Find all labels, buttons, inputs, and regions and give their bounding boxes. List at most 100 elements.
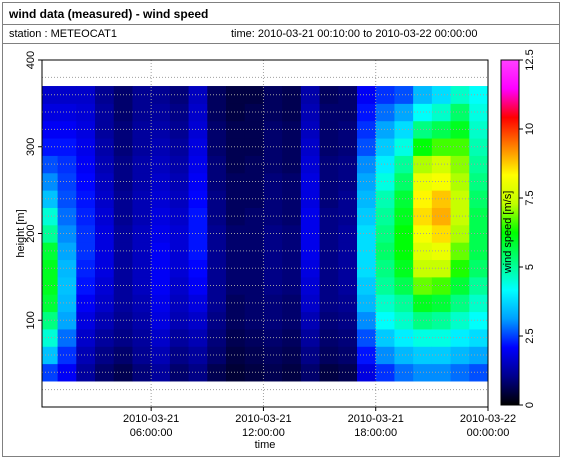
heatmap-cell (394, 259, 414, 278)
heatmap-cell (469, 242, 489, 261)
heatmap-cell (300, 138, 321, 156)
heatmap-cell (57, 328, 77, 347)
heatmap-cell (394, 190, 414, 208)
heatmap-cell (375, 276, 395, 295)
heatmap-cell (469, 172, 489, 191)
heatmap-cell (450, 276, 470, 295)
heatmap-cell (169, 120, 190, 139)
heatmap-cell (338, 86, 358, 104)
heatmap-cell (375, 328, 395, 347)
heatmap-cell (319, 294, 339, 313)
heatmap-cell (338, 242, 358, 261)
heatmap-cell (226, 259, 246, 278)
heatmap-cell (95, 242, 115, 261)
heatmap-cell (169, 155, 190, 174)
heatmap-cell (42, 138, 59, 156)
heatmap-cell (57, 242, 77, 261)
x-tick-label-time: 06:00:00 (130, 427, 173, 439)
heatmap-cell (132, 190, 152, 208)
heatmap-cell (151, 242, 171, 261)
colorbar-label: wind speed [m/s] (502, 191, 514, 275)
heatmap-cell (319, 311, 339, 330)
heatmap-cell (169, 86, 190, 104)
heatmap-cell (57, 138, 77, 156)
colorbar-tick-label: 0 (524, 402, 536, 408)
heatmap-cell (413, 328, 433, 347)
heatmap-cell (319, 190, 339, 208)
heatmap-cell (244, 346, 264, 365)
heatmap-cell (300, 311, 321, 330)
heatmap-cell (300, 346, 321, 365)
x-tick-label-date: 2010-03-21 (123, 413, 179, 425)
heatmap-cell (450, 294, 470, 313)
heatmap-cell (169, 276, 190, 295)
heatmap-cell (132, 155, 152, 174)
x-tick-label-date: 2010-03-21 (348, 413, 404, 425)
heatmap-cell (469, 276, 489, 295)
heatmap-cell (169, 138, 190, 156)
heatmap-cell (300, 259, 321, 278)
heatmap-cell (394, 346, 414, 365)
x-tick-label-time: 12:00:00 (242, 427, 285, 439)
title-bar: wind data (measured) - wind speed (3, 3, 559, 25)
heatmap-cell (76, 86, 96, 104)
heatmap-cell (42, 346, 59, 365)
heatmap-cell (57, 259, 77, 278)
heatmap-cell (319, 346, 339, 365)
heatmap-cell (450, 311, 470, 330)
colorbar-tick-label: 10 (524, 123, 536, 135)
heatmap-cell (469, 328, 489, 347)
heatmap-cell (394, 103, 414, 122)
colorbar-tick-label: 7.5 (524, 190, 536, 205)
heatmap-cell (450, 120, 470, 139)
heatmap-cell (375, 363, 395, 382)
heatmap-cell (244, 294, 264, 313)
heatmap-cell (95, 172, 115, 191)
heatmap-cell (151, 155, 171, 174)
heatmap-cell (226, 207, 246, 226)
heatmap-cell (42, 242, 59, 261)
heatmap-cell (76, 346, 96, 365)
heatmap-cell (338, 138, 358, 156)
heatmap-cell (57, 294, 77, 313)
heatmap-cell (226, 276, 246, 295)
heatmap-cell (413, 86, 433, 104)
heatmap-cell (132, 224, 152, 243)
heatmap-cell (394, 120, 414, 139)
heatmap-cell (42, 155, 59, 174)
heatmap-cell (338, 224, 358, 243)
heatmap-cell (300, 328, 321, 347)
heatmap-cell (169, 346, 190, 365)
heatmap-cell (375, 242, 395, 261)
heatmap-cell (57, 120, 77, 139)
heatmap-cell (319, 276, 339, 295)
heatmap-cell (300, 155, 321, 174)
heatmap-cell (57, 172, 77, 191)
heatmap-cell (300, 294, 321, 313)
heatmap-cell (151, 120, 171, 139)
heatmap-cell (151, 259, 171, 278)
heatmap-cell (450, 207, 470, 226)
x-tick-label-time: 18:00:00 (354, 427, 397, 439)
y-tick-label: 200 (25, 224, 37, 242)
heatmap-cell (95, 259, 115, 278)
heatmap-cell (394, 155, 414, 174)
heatmap-cell (469, 363, 489, 382)
heatmap-cell (95, 155, 115, 174)
heatmap-cell (413, 259, 433, 278)
heatmap-cell (244, 86, 264, 104)
time-range-label: time: 2010-03-21 00:10:00 to 2010-03-22 … (231, 28, 478, 40)
heatmap-cell (394, 172, 414, 191)
heatmap-cell (76, 328, 96, 347)
heatmap-cell (244, 155, 264, 174)
heatmap-cell (375, 138, 395, 156)
heatmap-cell (95, 207, 115, 226)
heatmap-cell (394, 86, 414, 104)
heatmap-cell (95, 276, 115, 295)
heatmap-cell (319, 138, 339, 156)
heatmap-cell (95, 294, 115, 313)
heatmap-cell (338, 207, 358, 226)
heatmap-cell (244, 103, 264, 122)
heatmap-cell (413, 346, 433, 365)
